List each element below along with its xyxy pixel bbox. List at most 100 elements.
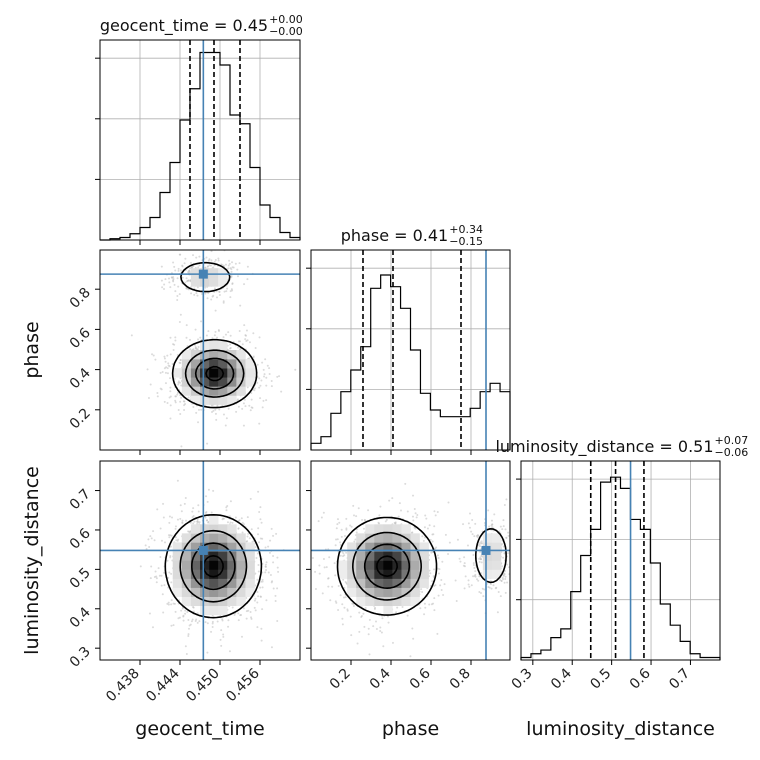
scatter-point — [349, 524, 352, 527]
density-cell — [190, 551, 201, 561]
scatter-point — [231, 521, 234, 524]
scatter-point — [192, 507, 195, 510]
scatter-point — [172, 602, 175, 605]
density-cell — [236, 368, 246, 378]
density-cell — [347, 578, 357, 588]
scatter-point — [340, 528, 343, 531]
scatter-point — [195, 618, 198, 621]
scatter-point — [204, 621, 207, 624]
scatter-point — [172, 624, 175, 627]
scatter-point — [181, 264, 184, 267]
scatter-point — [179, 412, 182, 415]
scatter-point — [412, 637, 415, 640]
scatter-point — [501, 576, 504, 579]
scatter-point — [421, 535, 424, 538]
scatter-point — [367, 633, 370, 636]
scatter-point — [229, 296, 232, 299]
scatter-point — [433, 525, 436, 528]
scatter-point — [179, 269, 182, 272]
scatter-point — [145, 548, 148, 551]
scatter-point — [468, 512, 471, 515]
density-cell — [392, 524, 402, 534]
density-cell — [227, 542, 237, 552]
scatter-point — [502, 556, 505, 559]
scatter-point — [170, 581, 173, 584]
scatter-point — [238, 519, 241, 522]
density-cell — [218, 587, 228, 597]
scatter-point — [246, 516, 249, 519]
density-cell — [227, 377, 237, 387]
scatter-point — [431, 580, 434, 583]
scatter-point — [367, 509, 370, 512]
scatter-point — [204, 286, 207, 289]
scatter-point — [193, 520, 196, 523]
scatter-point — [442, 594, 445, 597]
scatter-point — [237, 527, 240, 530]
density-cell — [218, 596, 228, 607]
scatter-point — [264, 571, 267, 574]
scatter-point — [379, 626, 382, 629]
scatter-panel-phase-luminosity_distance — [310, 460, 516, 661]
scatter-point — [367, 627, 370, 630]
scatter-point — [227, 331, 230, 334]
scatter-point — [506, 581, 509, 584]
scatter-point — [176, 479, 179, 482]
scatter-point — [344, 596, 347, 599]
scatter-point — [187, 279, 190, 282]
density-cell — [245, 578, 255, 588]
scatter-point — [196, 286, 199, 289]
title-main: luminosity_distance = 0.51 — [495, 437, 713, 457]
scatter-point — [345, 528, 348, 531]
scatter-point — [477, 579, 480, 582]
scatter-point — [208, 264, 211, 267]
scatter-point — [335, 527, 338, 530]
scatter-point — [260, 580, 263, 583]
scatter-point — [504, 591, 507, 594]
scatter-point — [184, 281, 187, 284]
density-cell — [172, 551, 183, 561]
scatter-point — [256, 591, 259, 594]
density-cell — [218, 350, 228, 360]
scatter-point — [166, 402, 169, 405]
scatter-point — [196, 348, 199, 351]
scatter-point — [269, 539, 272, 542]
hist-panel-phase: phase = 0.41 +0.34−0.15 — [306, 223, 511, 451]
scatter-point — [502, 525, 505, 528]
scatter-point — [253, 387, 256, 390]
scatter-point — [156, 391, 159, 394]
density-heatmap — [172, 268, 255, 405]
scatter-point — [257, 595, 260, 598]
scatter-point — [159, 527, 162, 530]
scatter-point — [205, 495, 208, 498]
scatter-point — [433, 510, 436, 513]
scatter-point — [504, 575, 507, 578]
scatter-point — [253, 599, 256, 602]
scatter-point — [468, 585, 471, 588]
x-axis-label-geocent_time: geocent_time — [135, 718, 264, 740]
scatter-point — [504, 578, 507, 581]
density-cell — [383, 596, 393, 607]
scatter-point — [433, 609, 436, 612]
scatter-point — [258, 377, 261, 380]
scatter-point — [507, 534, 510, 537]
scatter-point — [436, 632, 439, 635]
scatter-point — [199, 336, 202, 339]
scatter-point — [195, 256, 198, 259]
scatter-point — [154, 570, 157, 573]
scatter-point — [163, 584, 166, 587]
scatter-point — [224, 333, 227, 336]
scatter-point — [447, 501, 450, 504]
scatter-point — [228, 259, 231, 262]
scatter-point — [178, 616, 181, 619]
scatter-point — [184, 612, 187, 615]
scatter-point — [243, 283, 246, 286]
scatter-point — [414, 512, 417, 515]
scatter-point — [228, 650, 231, 653]
scatter-point — [174, 339, 177, 342]
scatter-point — [184, 257, 187, 260]
scatter-point — [229, 521, 232, 524]
scatter-point — [514, 569, 516, 571]
scatter-point — [214, 408, 217, 411]
scatter-point — [175, 539, 178, 542]
density-cell — [383, 533, 393, 543]
